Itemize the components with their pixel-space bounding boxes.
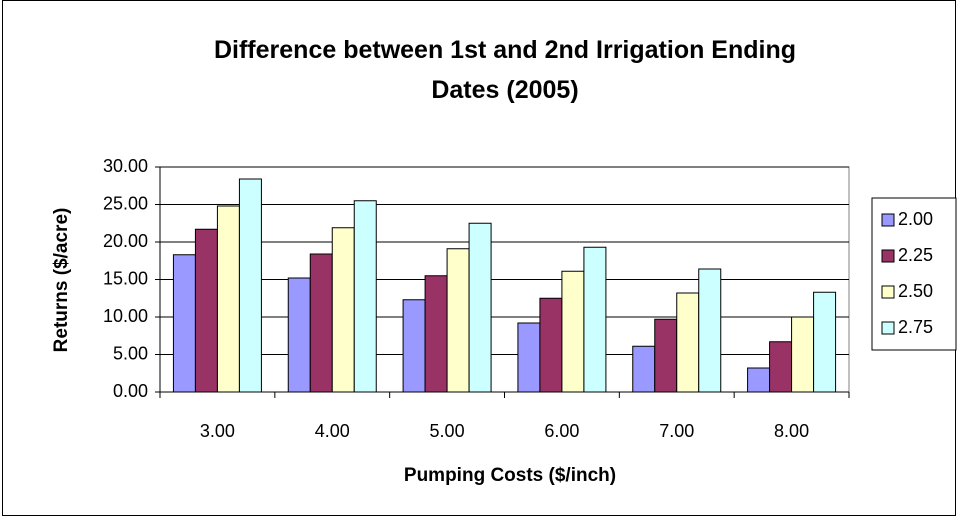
bar <box>517 322 541 393</box>
bar <box>353 200 377 393</box>
legend-label: 2.25 <box>898 245 933 265</box>
bar <box>747 367 771 393</box>
x-tick-label: 4.00 <box>315 421 350 441</box>
bar <box>698 268 722 393</box>
y-tick-label: 15.00 <box>103 268 148 288</box>
bar <box>424 275 448 393</box>
legend-label: 2.75 <box>898 317 933 337</box>
x-tick-label: 3.00 <box>200 421 235 441</box>
bar <box>769 341 793 393</box>
y-tick-label: 0.00 <box>113 381 148 401</box>
y-tick-label: 5.00 <box>113 343 148 363</box>
bar <box>216 205 240 393</box>
y-tick-label: 25.00 <box>103 193 148 213</box>
bar <box>632 345 656 393</box>
bar <box>468 222 492 393</box>
y-tick-label: 10.00 <box>103 306 148 326</box>
bar <box>287 277 311 393</box>
x-axis-title: Pumping Costs ($/inch) <box>404 465 616 486</box>
y-tick-label: 30.00 <box>103 156 148 176</box>
legend-swatch <box>881 285 895 299</box>
x-tick-label: 7.00 <box>659 421 694 441</box>
y-axis-title: Returns ($/acre) <box>51 208 72 353</box>
bar <box>238 178 262 393</box>
bar <box>813 291 837 393</box>
bar <box>331 227 355 393</box>
x-tick-label: 6.00 <box>544 421 579 441</box>
bar <box>194 228 218 393</box>
legend-swatch <box>881 249 895 263</box>
legend-swatch <box>881 213 895 227</box>
legend-label: 2.00 <box>898 209 933 229</box>
bar <box>676 292 700 393</box>
x-tick-label: 8.00 <box>774 421 809 441</box>
legend-swatch <box>881 321 895 335</box>
x-tick-label: 5.00 <box>430 421 465 441</box>
legend-label: 2.50 <box>898 281 933 301</box>
bar <box>446 248 470 393</box>
chart-title: Difference between 1st and 2nd Irrigatio… <box>213 36 797 104</box>
bar <box>402 299 426 393</box>
bar <box>791 316 815 393</box>
bar <box>583 246 607 393</box>
bar <box>539 297 563 393</box>
y-tick-label: 20.00 <box>103 231 148 251</box>
bar <box>309 253 333 393</box>
bar <box>654 318 678 393</box>
bar <box>561 270 585 393</box>
bar <box>172 254 196 393</box>
